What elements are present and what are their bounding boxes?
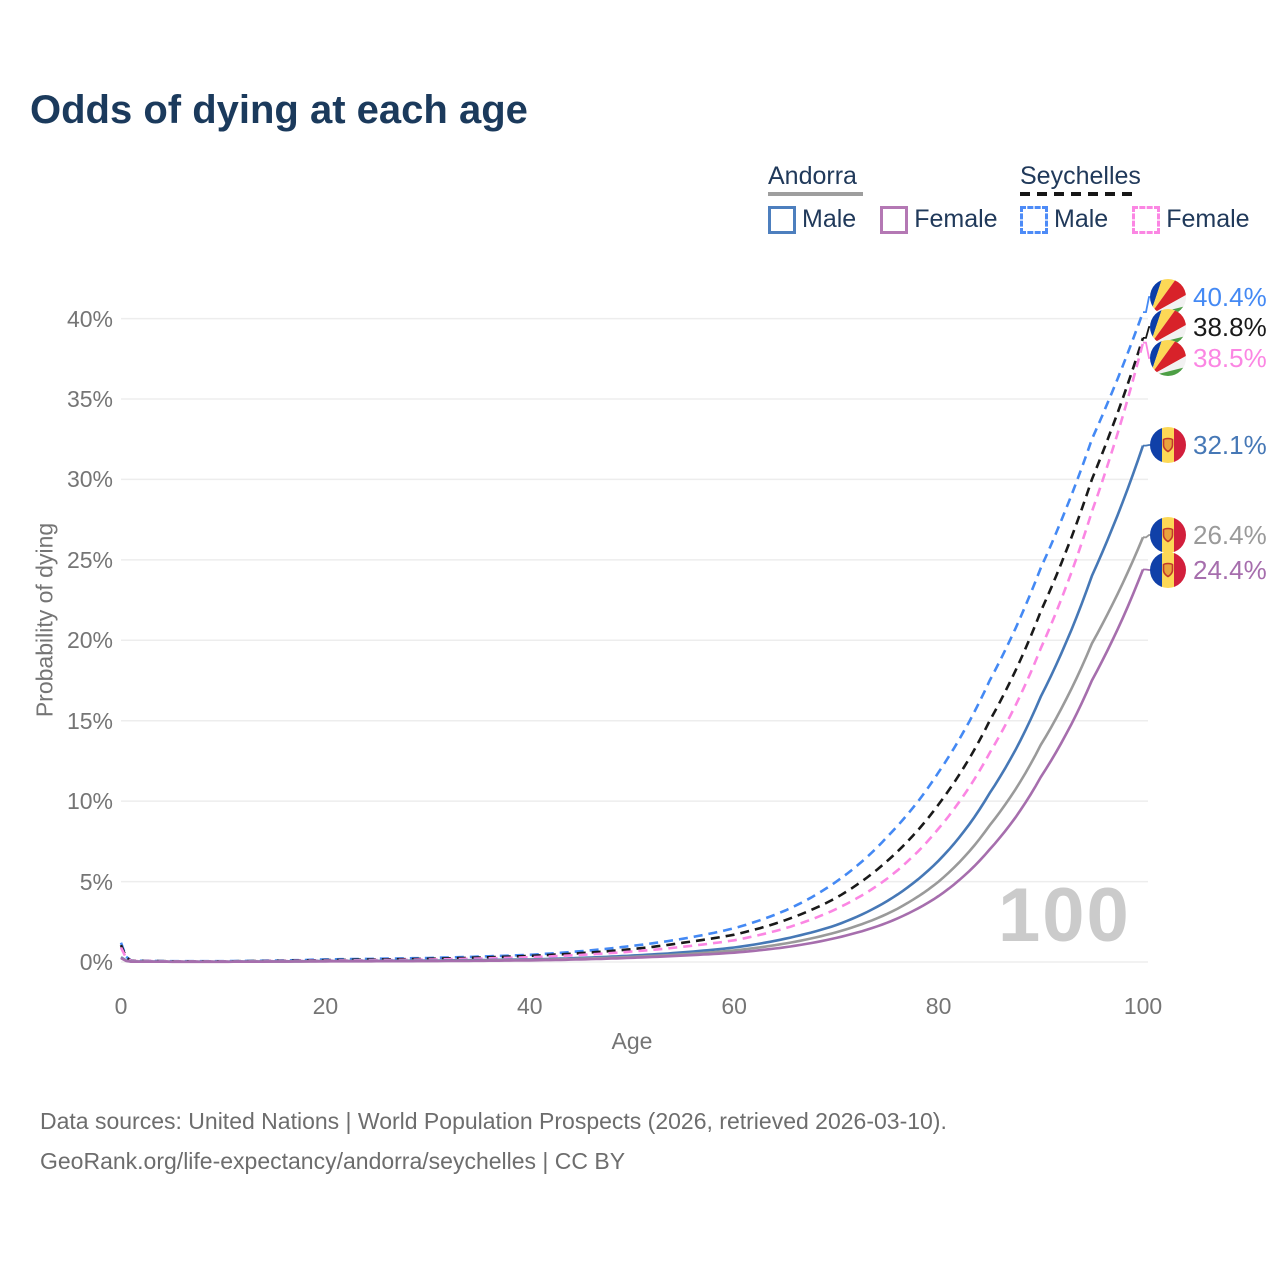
end-label-seychelles-male: 40.4% [1150, 279, 1267, 315]
x-tick-20: 20 [312, 993, 339, 1019]
legend-seychelles-line-swatch [1020, 192, 1138, 196]
footer-sources: Data sources: United Nations | World Pop… [40, 1108, 947, 1134]
andorra-flag-icon [1150, 427, 1186, 463]
y-tick-15: 15% [66, 707, 113, 734]
legend-group-andorra: Andorra Male Female [768, 162, 998, 234]
legend-andorra-female-label[interactable]: Female [914, 205, 998, 233]
end-label-seychelles-both: 38.8% [1150, 309, 1267, 345]
x-tick-100: 100 [1123, 993, 1163, 1019]
y-tick-35: 35% [66, 385, 113, 412]
end-label-seychelles-female: 38.5% [1150, 340, 1267, 376]
y-tick-25: 25% [66, 546, 113, 573]
legend-seychelles-female-label[interactable]: Female [1166, 205, 1250, 233]
end-value: 24.4% [1193, 554, 1267, 585]
x-axis-title: Age [611, 1028, 653, 1054]
y-tick-40: 40% [66, 305, 113, 332]
legend-andorra-label[interactable]: Andorra [768, 162, 857, 190]
footer-link: GeoRank.org/life-expectancy/andorra/seyc… [40, 1148, 626, 1174]
page-title: Odds of dying at each age [30, 88, 528, 132]
age-watermark: 100 [998, 873, 1131, 958]
legend-seychelles-male-label[interactable]: Male [1054, 205, 1109, 233]
end-label-andorra-both: 26.4% [1150, 517, 1267, 553]
legend-andorra-male-label[interactable]: Male [802, 205, 857, 233]
legend-seychelles-label[interactable]: Seychelles [1020, 162, 1141, 190]
end-label-andorra-female: 24.4% [1150, 552, 1267, 588]
seychelles-flag-icon [1150, 340, 1186, 376]
x-tick-60: 60 [721, 993, 747, 1019]
end-value: 40.4% [1193, 281, 1267, 312]
y-tick-5: 5% [79, 868, 113, 895]
legend-group-seychelles: Seychelles Male Female [1020, 162, 1250, 234]
end-value: 38.5% [1193, 342, 1267, 373]
x-tick-0: 0 [114, 993, 128, 1019]
end-value: 32.1% [1193, 429, 1267, 460]
end-value: 38.8% [1193, 311, 1267, 342]
y-tick-0: 0% [79, 949, 113, 975]
end-value: 26.4% [1193, 519, 1267, 550]
y-axis-title: Probability of dying [31, 522, 58, 718]
legend-andorra-line-swatch [768, 192, 863, 196]
legend-seychelles-female-swatch[interactable] [1132, 205, 1161, 234]
legend-seychelles-male-swatch[interactable] [1020, 205, 1048, 234]
andorra-flag-icon [1150, 552, 1186, 588]
legend-andorra-male-swatch[interactable] [768, 205, 796, 234]
x-tick-80: 80 [925, 993, 952, 1019]
x-tick-40: 40 [517, 993, 543, 1019]
y-tick-30: 30% [66, 466, 113, 493]
y-tick-20: 20% [66, 627, 113, 654]
y-tick-10: 10% [66, 788, 113, 815]
end-label-andorra-male: 32.1% [1150, 427, 1267, 463]
andorra-flag-icon [1150, 517, 1186, 553]
legend-andorra-female-swatch[interactable] [880, 205, 909, 234]
